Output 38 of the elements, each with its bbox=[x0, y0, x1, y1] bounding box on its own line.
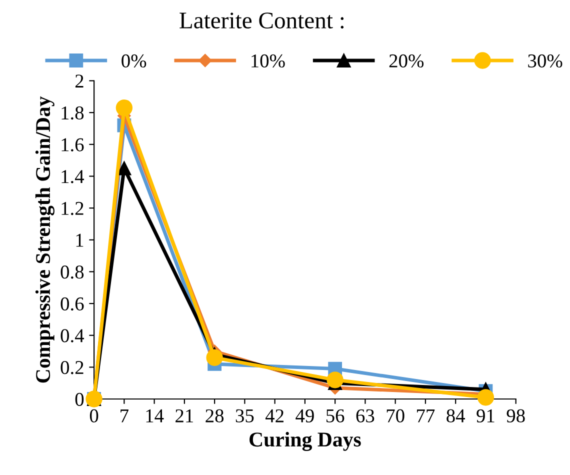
y-tick-label: 1 bbox=[76, 234, 84, 247]
x-tick-label: 91 bbox=[476, 409, 494, 422]
point bbox=[206, 349, 223, 366]
point bbox=[477, 389, 494, 406]
x-tick-label: 70 bbox=[386, 409, 404, 422]
point bbox=[326, 372, 344, 388]
legend-label: 20% bbox=[389, 54, 424, 68]
y-tick-label: 1.2 bbox=[62, 202, 84, 216]
x-tick-label: 14 bbox=[146, 409, 164, 422]
y-axis-title: Compressive Strength Gain/Day bbox=[35, 96, 54, 383]
chart-title: Laterite Content : bbox=[180, 12, 344, 29]
y-tick-label: 2 bbox=[75, 74, 84, 88]
legend-label: 10% bbox=[252, 54, 285, 68]
x-tick-label: 84 bbox=[446, 409, 466, 422]
y-tick-label: 0.2 bbox=[60, 360, 84, 374]
x-tick-label: 42 bbox=[265, 409, 284, 422]
point bbox=[116, 99, 133, 116]
x-axis-title: Curing Days bbox=[250, 432, 361, 451]
x-tick-label: 0 bbox=[90, 409, 98, 422]
point bbox=[117, 161, 132, 176]
x-tick-label: 63 bbox=[356, 409, 374, 422]
x-tick-label: 77 bbox=[417, 409, 435, 422]
x-tick-label: 7 bbox=[120, 409, 128, 422]
x-tick-label: 49 bbox=[296, 409, 314, 422]
y-tick-label: 1.8 bbox=[62, 106, 84, 120]
y-tick-label: 0 bbox=[75, 392, 84, 406]
x-tick-label: 28 bbox=[206, 409, 224, 422]
legend-label: 0% bbox=[122, 54, 146, 68]
y-tick-label: 0.4 bbox=[60, 329, 84, 342]
y-tick-label: 0.6 bbox=[60, 297, 84, 311]
x-tick-label: 35 bbox=[236, 409, 254, 422]
x-tick-label: 21 bbox=[176, 409, 193, 422]
y-tick-label: 1.6 bbox=[62, 138, 84, 152]
x-tick-label: 56 bbox=[326, 409, 344, 422]
x-tick-label: 98 bbox=[506, 409, 525, 422]
y-tick-label: 0.8 bbox=[60, 266, 84, 279]
legend-label: 30% bbox=[528, 54, 562, 68]
y-tick-label: 1.4 bbox=[62, 170, 84, 184]
